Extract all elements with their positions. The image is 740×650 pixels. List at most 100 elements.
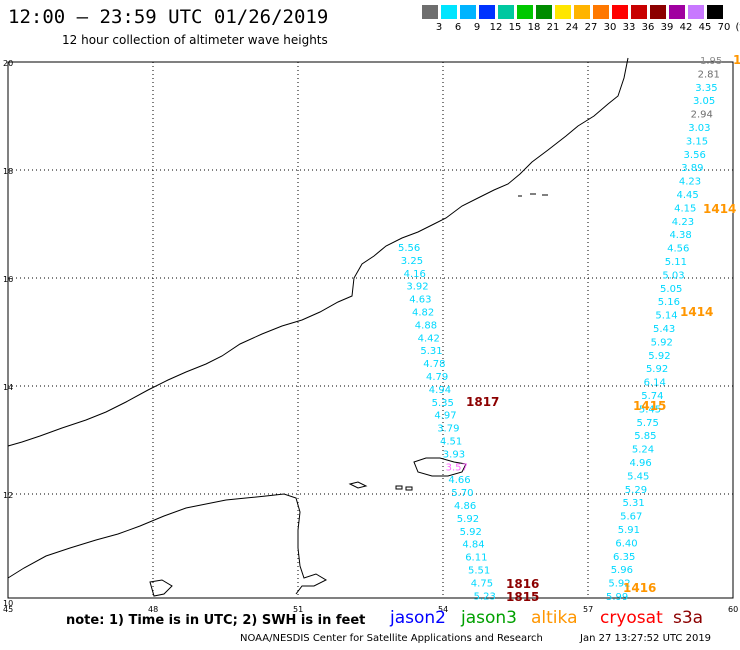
arabian-peninsula-coast [7,57,629,447]
latitude-label: 12 [3,491,13,500]
coastal-fragment [149,579,173,597]
color-scale-label: 24 [565,22,579,33]
swh-value-west: 4.86 [454,501,476,512]
color-scale-label: 42 [679,22,693,33]
longitude-label: 60 [728,605,738,614]
swh-value-east: 2.94 [691,110,713,121]
color-scale-label: 30 [603,22,617,33]
swh-value-east: 3.35 [695,83,717,94]
pass-time-label: 1414 [680,305,713,319]
swh-value-west: 3.79 [437,424,459,435]
color-scale-label: 3 [435,22,443,33]
latitude-label: 14 [3,383,13,392]
longitude-label: 57 [583,605,593,614]
longitude-label: 54 [438,605,448,614]
swh-value-east: 4.23 [672,217,694,228]
color-scale-label: 70 [717,22,731,33]
small-island-1 [348,481,368,489]
footer-note: note: 1) Time is in UTC; 2) SWH is in fe… [66,613,366,628]
swh-value-east: 5.31 [622,498,644,509]
swh-value-east: 5.29 [625,485,647,496]
swh-value-west: 5.51 [468,566,490,577]
color-scale-swatch [612,5,628,19]
swh-value-west: 4.94 [429,385,451,396]
swh-value-west: 5.35 [432,398,454,409]
swh-value-west: 3.92 [406,282,428,293]
longitude-label: 48 [148,605,158,614]
color-scale-swatch [517,5,533,19]
color-scale-swatch [669,5,685,19]
color-scale-swatch [536,5,552,19]
latitude-label: 10 [3,599,13,608]
latitude-label: 16 [3,275,13,284]
credit-line: NOAA/NESDIS Center for Satellite Applica… [240,633,543,644]
swh-value-west: 4.42 [418,333,440,344]
swh-value-west: 5.92 [457,514,479,525]
swh-value-west: 5.31 [420,346,442,357]
swh-value-west: 4.63 [409,295,431,306]
color-scale-swatch [688,5,704,19]
longitude-label: 51 [293,605,303,614]
swh-value-east: 5.92 [648,351,670,362]
swh-value-east: 3.56 [684,150,706,161]
legend-jason2: jason2 [390,608,446,628]
swh-value-east: 3.05 [693,96,715,107]
swh-value-east: 5.45 [639,404,661,415]
swh-value-east: 5.03 [662,270,684,281]
color-scale-label: 36 [641,22,655,33]
swh-value-west: 4.66 [448,475,470,486]
swh-value-east: 5.67 [620,512,642,523]
map-frame [7,61,734,599]
color-scale-label: 33 [622,22,636,33]
color-scale-swatch [460,5,476,19]
swh-value-west: 4.82 [412,308,434,319]
swh-value-west: 5.70 [451,488,473,499]
color-scale-label: 45 [698,22,712,33]
color-scale-label: (ft) [735,22,740,33]
pass-time-label: 1415 [633,399,666,413]
swh-value-west: 3.93 [443,449,465,460]
legend-jason3: jason3 [461,608,517,628]
swh-value-east: 3.89 [681,163,703,174]
swh-value-east: 4.96 [630,458,652,469]
swh-value-east: 6.40 [615,538,637,549]
swh-value-east: 4.23 [679,177,701,188]
swh-value-west: 4.79 [426,372,448,383]
color-scale-swatch [650,5,666,19]
color-scale-swatch [707,5,723,19]
swh-value-west: 4.75 [471,578,493,589]
color-scale-swatch [631,5,647,19]
swh-value-east: 4.45 [677,190,699,201]
pass-time-label: 1414 [703,202,736,216]
swh-value-east: 5.24 [632,445,654,456]
color-scale-label: 9 [473,22,481,33]
swh-value-east: 5.91 [618,525,640,536]
longitude-labels: 45 48 51 54 57 60 [3,605,738,614]
color-scale-swatch [555,5,571,19]
swh-value-west: 4.51 [440,437,462,448]
color-scale-label: 39 [660,22,674,33]
swh-value-west: 4.84 [462,540,484,551]
pass-time-label: 1816 [506,577,539,591]
color-scale-swatch [593,5,609,19]
color-scale-label: 21 [546,22,560,33]
swh-value-west: 5.92 [460,527,482,538]
color-scale-label: 12 [489,22,503,33]
swh-value-east: 6.14 [644,378,666,389]
satellite-pass-west: 5.56 3.25 4.16 3.92 4.63 4.824.88 4.42 5.31 4.78… [398,243,496,602]
color-scale-label: 6 [454,22,462,33]
swh-value-east: 5.92 [651,337,673,348]
legend-s3a: s3a [673,608,704,628]
small-island-3 [405,486,413,491]
color-scale-swatch [422,5,438,19]
pass-time-label: 1817 [466,395,499,409]
latitude-label: 20 [3,59,13,68]
chart-title: 12:00 – 23:59 UTC 01/26/2019 [8,6,329,28]
legend-altika: altika [531,608,578,628]
small-island-2 [395,485,403,490]
pass-time-label: 1815 [506,590,539,604]
color-scale-label: 18 [527,22,541,33]
swh-value-west: 5.56 [398,243,420,254]
